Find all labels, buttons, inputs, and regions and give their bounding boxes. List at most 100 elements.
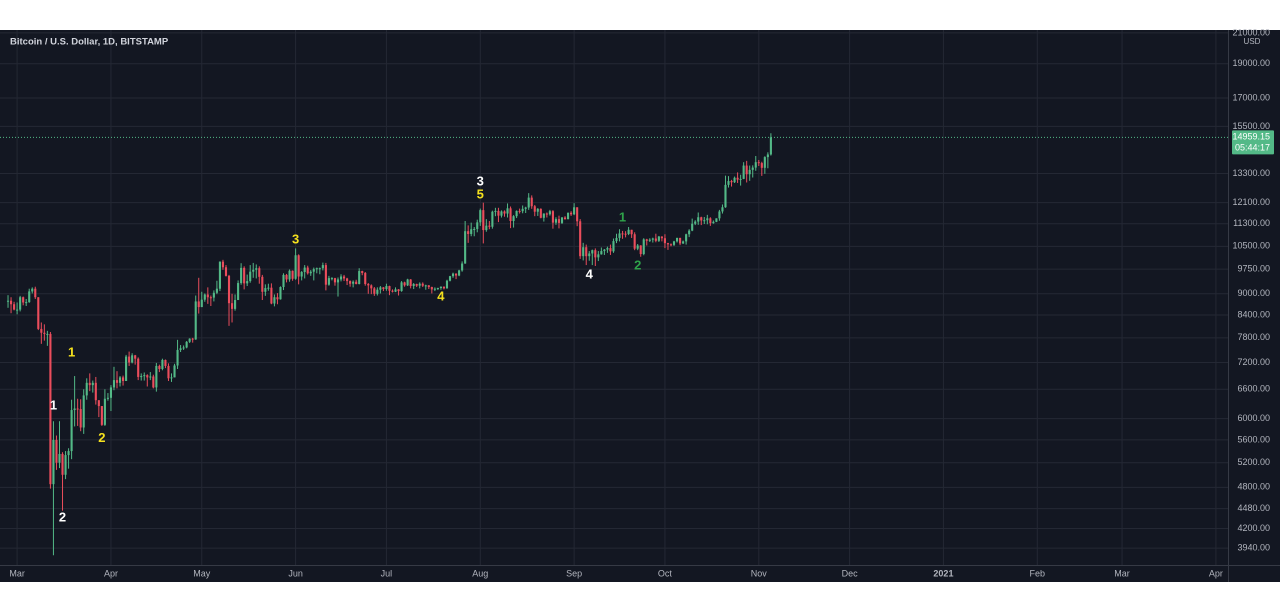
candle-body <box>418 283 421 286</box>
wave-label: 4 <box>437 288 445 303</box>
candle-body <box>606 248 609 250</box>
candle-body <box>73 408 76 411</box>
candle-body <box>730 181 733 183</box>
x-tick-label: Oct <box>658 568 673 578</box>
candle-body <box>500 211 503 216</box>
candle-body <box>494 210 497 212</box>
candle-body <box>560 217 564 223</box>
candle-body <box>312 269 315 272</box>
candle-body <box>433 288 436 290</box>
candle-body <box>391 290 394 292</box>
candle-body <box>19 297 22 310</box>
candle-body <box>554 219 558 223</box>
candle-body <box>61 453 64 475</box>
candle-body <box>509 208 512 222</box>
candle-body <box>140 376 143 378</box>
candle-body <box>636 245 639 249</box>
candle-body <box>461 263 464 271</box>
candle-body <box>224 267 228 276</box>
candle-body <box>173 365 176 378</box>
candle-body <box>591 250 594 254</box>
y-tick-label: 3940.00 <box>1237 543 1270 553</box>
candle-body <box>660 236 663 239</box>
last-price-box <box>1232 130 1274 155</box>
candle-body <box>715 218 718 222</box>
candle-body <box>64 455 67 475</box>
candle-body <box>615 237 618 242</box>
wave-label: 5 <box>477 187 484 202</box>
candle-body <box>149 376 152 378</box>
candle-body <box>161 359 164 369</box>
candle-body <box>633 234 636 249</box>
candle-body <box>609 248 612 252</box>
candle-body <box>31 288 34 292</box>
candle-body <box>261 276 264 292</box>
candle-body <box>22 297 25 303</box>
candle-body <box>179 348 182 350</box>
candle-body <box>682 241 685 244</box>
x-tick-label: May <box>193 568 211 578</box>
candle-body <box>212 292 215 298</box>
candle-body <box>243 267 246 284</box>
candle-body <box>49 333 52 485</box>
candle-body <box>685 234 688 242</box>
candle-body <box>521 208 524 212</box>
candle-body <box>82 395 85 428</box>
candle-body <box>9 300 13 305</box>
candle-body <box>237 283 240 301</box>
candle-body <box>109 387 113 398</box>
x-tick-label: Aug <box>472 568 488 578</box>
candle-body <box>412 284 415 287</box>
x-tick-label: 2021 <box>933 568 953 578</box>
wave-label: 1 <box>68 344 75 359</box>
candle-body <box>282 274 285 288</box>
y-tick-label: 15500.00 <box>1232 121 1270 131</box>
candle-body <box>454 273 458 276</box>
y-tick-label: 19000.00 <box>1232 58 1270 68</box>
candle-body <box>167 365 170 379</box>
candle-body <box>697 217 700 222</box>
candle-body <box>424 285 427 287</box>
x-tick-label: Nov <box>751 568 768 578</box>
candle-body <box>760 163 763 168</box>
y-tick-label: 7200.00 <box>1237 357 1270 367</box>
candle-body <box>621 233 624 235</box>
candle-body <box>100 406 103 425</box>
candle-body <box>342 276 346 279</box>
candle-body <box>470 229 473 234</box>
candle-body <box>479 210 482 223</box>
candle-body <box>339 276 343 280</box>
candle-body <box>394 289 397 292</box>
candle-body <box>97 400 100 407</box>
candle-body <box>346 278 349 282</box>
candle-body <box>379 287 382 290</box>
candle-body <box>43 332 46 334</box>
x-tick-label: Jul <box>381 568 393 578</box>
candle-body <box>125 356 128 382</box>
candle-body <box>240 267 243 284</box>
candle-body <box>370 285 373 289</box>
candle-body <box>209 297 212 299</box>
candle-body <box>267 287 270 289</box>
candle-body <box>367 284 370 286</box>
candle-body <box>40 328 43 333</box>
candle-body <box>769 137 772 155</box>
candle-body <box>185 341 188 348</box>
candle-body <box>358 271 361 285</box>
candle-body <box>88 382 91 386</box>
y-tick-label: 11300.00 <box>1233 218 1270 228</box>
candle-body <box>46 333 49 335</box>
candle-body <box>300 272 303 277</box>
candle-body <box>364 272 367 285</box>
candle-body <box>766 154 769 158</box>
candle-body <box>25 302 28 304</box>
y-tick-label: 17000.00 <box>1232 92 1270 102</box>
x-tick-label: Mar <box>9 568 25 578</box>
x-tick-label: Apr <box>1209 568 1223 578</box>
candle-body <box>721 207 724 212</box>
candle-body <box>700 217 703 221</box>
last-price-label: 14959.15 <box>1232 132 1270 142</box>
candle-body <box>34 288 37 298</box>
candle-body <box>703 220 706 222</box>
